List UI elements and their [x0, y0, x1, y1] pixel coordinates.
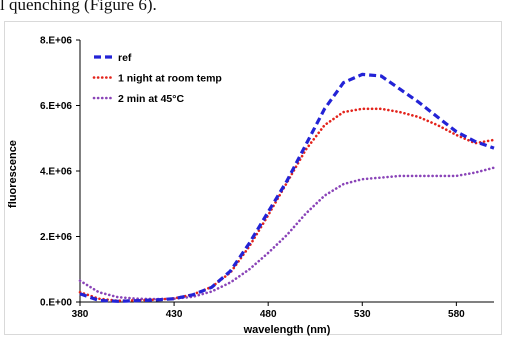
y-axis-label: fluorescence — [7, 140, 19, 208]
chart-frame — [4, 21, 502, 335]
caption-text: l quenching (Figure 6). — [0, 0, 157, 14]
y-tick-label: 0.E+00 — [40, 298, 72, 309]
y-tick-label: 4.E+06 — [40, 167, 72, 178]
x-axis-label: wavelength (nm) — [243, 324, 331, 336]
legend-entry-label: ref — [118, 52, 132, 64]
series-line-1-night-at-room-temp — [78, 107, 496, 302]
x-tick-label: 380 — [72, 309, 89, 320]
y-tick-label: 2.E+06 — [40, 232, 72, 243]
x-tick-label: 530 — [354, 309, 371, 320]
legend-entry-label: 2 min at 45°C — [118, 93, 184, 105]
series-layer — [78, 72, 496, 303]
x-tick-label: 480 — [260, 309, 277, 320]
series-line-ref — [79, 72, 495, 303]
x-tick-label: 430 — [166, 309, 183, 320]
y-tick-label: 8.E+06 — [40, 36, 72, 47]
series-line-2-min-at-45-c — [78, 166, 496, 301]
legend: ref 1 night at room temp 2 min at 45°C — [92, 52, 222, 105]
x-tick-label: 580 — [448, 309, 465, 320]
legend-entry-label: 1 night at room temp — [118, 73, 222, 85]
ticks-group: 0.E+00 2.E+06 4.E+06 6.E+06 8.E+06 380 430 480 5… — [40, 36, 465, 321]
y-tick-label: 6.E+06 — [40, 101, 72, 112]
